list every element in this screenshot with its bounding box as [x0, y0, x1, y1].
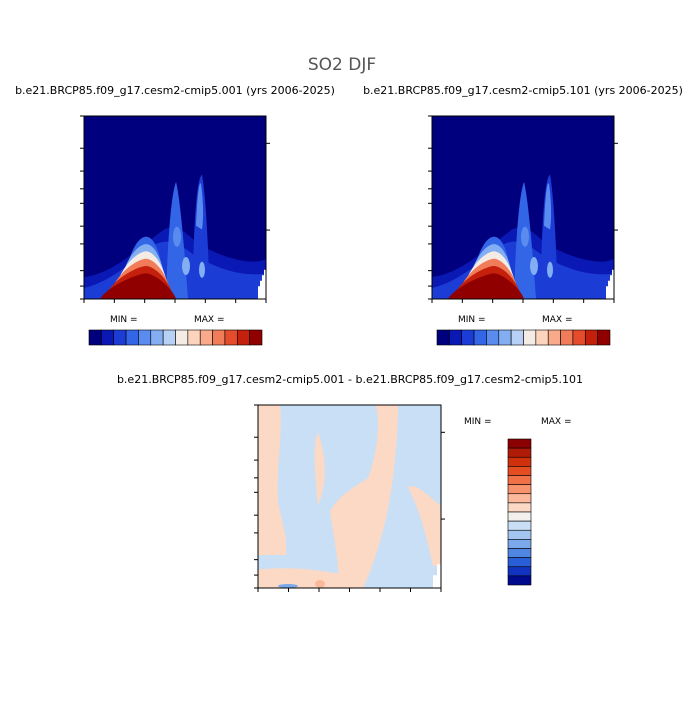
- colorbar-swatch: [507, 548, 532, 558]
- colorbar-swatch: [473, 329, 487, 346]
- colorbar-swatch: [175, 329, 189, 346]
- panel-title: b.e21.BRCP85.f09_g17.cesm2-cmip5.101 (yr…: [363, 84, 683, 97]
- colorbar-swatch: [507, 447, 532, 458]
- orography-mask: [258, 269, 266, 299]
- colorbar-swatch: [584, 329, 598, 346]
- colorbar-swatch: [486, 329, 500, 346]
- contour-streak: [192, 174, 210, 299]
- contour-level-pos: [330, 405, 398, 588]
- contour-level-max-5: [100, 273, 176, 299]
- colorbar-swatch: [507, 539, 532, 549]
- colorbar-swatch: [187, 329, 201, 346]
- colorbar-swatch: [507, 566, 532, 577]
- contour-core: [521, 226, 529, 247]
- contour-field: [258, 405, 441, 588]
- contour-core: [182, 257, 190, 276]
- colorbar-swatch: [101, 329, 115, 346]
- colorbar-swatch: [125, 329, 139, 346]
- colorbar-swatch: [461, 329, 475, 346]
- contour-core: [547, 261, 553, 278]
- colorbar-swatch: [113, 329, 127, 346]
- panel-title: b.e21.BRCP85.f09_g17.cesm2-cmip5.001 (yr…: [15, 84, 335, 97]
- colorbar-swatch: [507, 520, 532, 531]
- figure-title: SO2 DJF: [308, 55, 376, 75]
- contour-core: [530, 257, 538, 276]
- colorbar-swatch: [510, 329, 524, 346]
- colorbar-swatch: [507, 475, 532, 485]
- diff-title: b.e21.BRCP85.f09_g17.cesm2-cmip5.001 - b…: [117, 373, 583, 386]
- colorbar-swatch: [88, 329, 102, 346]
- contour-level-neg: [278, 584, 298, 588]
- colorbar-swatch: [498, 329, 512, 346]
- max-label: MAX =: [194, 315, 225, 325]
- colorbar-swatch: [597, 329, 611, 346]
- colorbar-swatch: [150, 329, 164, 346]
- contour-level-pos: [258, 568, 348, 588]
- colorbar-swatch: [199, 329, 213, 346]
- colorbar-swatch: [236, 329, 250, 346]
- contour-core: [199, 261, 205, 278]
- colorbar-swatch: [507, 529, 532, 540]
- colorbar-swatch: [507, 575, 532, 586]
- contour-field: [84, 116, 266, 299]
- max-label: MAX =: [542, 315, 573, 325]
- contour-streak-core: [196, 183, 204, 230]
- colorbar-swatch: [507, 557, 532, 568]
- colorbar-diff: [507, 438, 532, 586]
- max-label: MAX =: [541, 417, 572, 427]
- colorbar-swatch: [523, 329, 537, 346]
- orography-mask: [433, 564, 441, 588]
- contour-level-pos: [258, 405, 287, 556]
- colorbar-swatch: [547, 329, 561, 346]
- contour-level-max-5: [448, 273, 524, 299]
- min-label: MIN =: [464, 417, 492, 427]
- min-label: MIN =: [110, 315, 138, 325]
- panel-difference: b.e21.BRCP85.f09_g17.cesm2-cmip5.001 - b…: [117, 373, 583, 592]
- contour-level-pos: [315, 580, 325, 588]
- colorbar-swatch: [449, 329, 463, 346]
- colorbar-swatch: [535, 329, 549, 346]
- colorbar-swatch: [507, 484, 532, 495]
- contour-field: [432, 116, 614, 299]
- contour-streak-core: [544, 183, 552, 230]
- colorbar-swatch: [212, 329, 226, 346]
- colorbar-swatch: [507, 511, 532, 522]
- colorbar-swatch: [138, 329, 152, 346]
- contour-core: [173, 226, 181, 247]
- colorbar-swatch: [507, 456, 532, 467]
- orography-mask: [606, 269, 614, 299]
- colorbar-main: [88, 329, 611, 346]
- panel-case-101: b.e21.BRCP85.f09_g17.cesm2-cmip5.101 (yr…: [363, 84, 683, 325]
- colorbar-swatch: [507, 466, 532, 476]
- colorbar-swatch: [436, 329, 450, 346]
- colorbar-swatch: [572, 329, 586, 346]
- contour-level-pos: [314, 432, 325, 506]
- contour-level-pos: [408, 486, 441, 567]
- colorbar-swatch: [249, 329, 263, 346]
- panel-case-001: b.e21.BRCP85.f09_g17.cesm2-cmip5.001 (yr…: [15, 84, 335, 325]
- colorbar-swatch: [224, 329, 238, 346]
- min-label: MIN =: [458, 315, 486, 325]
- colorbar-swatch: [560, 329, 574, 346]
- colorbar-swatch: [507, 438, 532, 449]
- contour-streak: [540, 174, 558, 299]
- colorbar-swatch: [507, 502, 532, 513]
- colorbar-swatch: [162, 329, 176, 346]
- colorbar-swatch: [507, 493, 532, 504]
